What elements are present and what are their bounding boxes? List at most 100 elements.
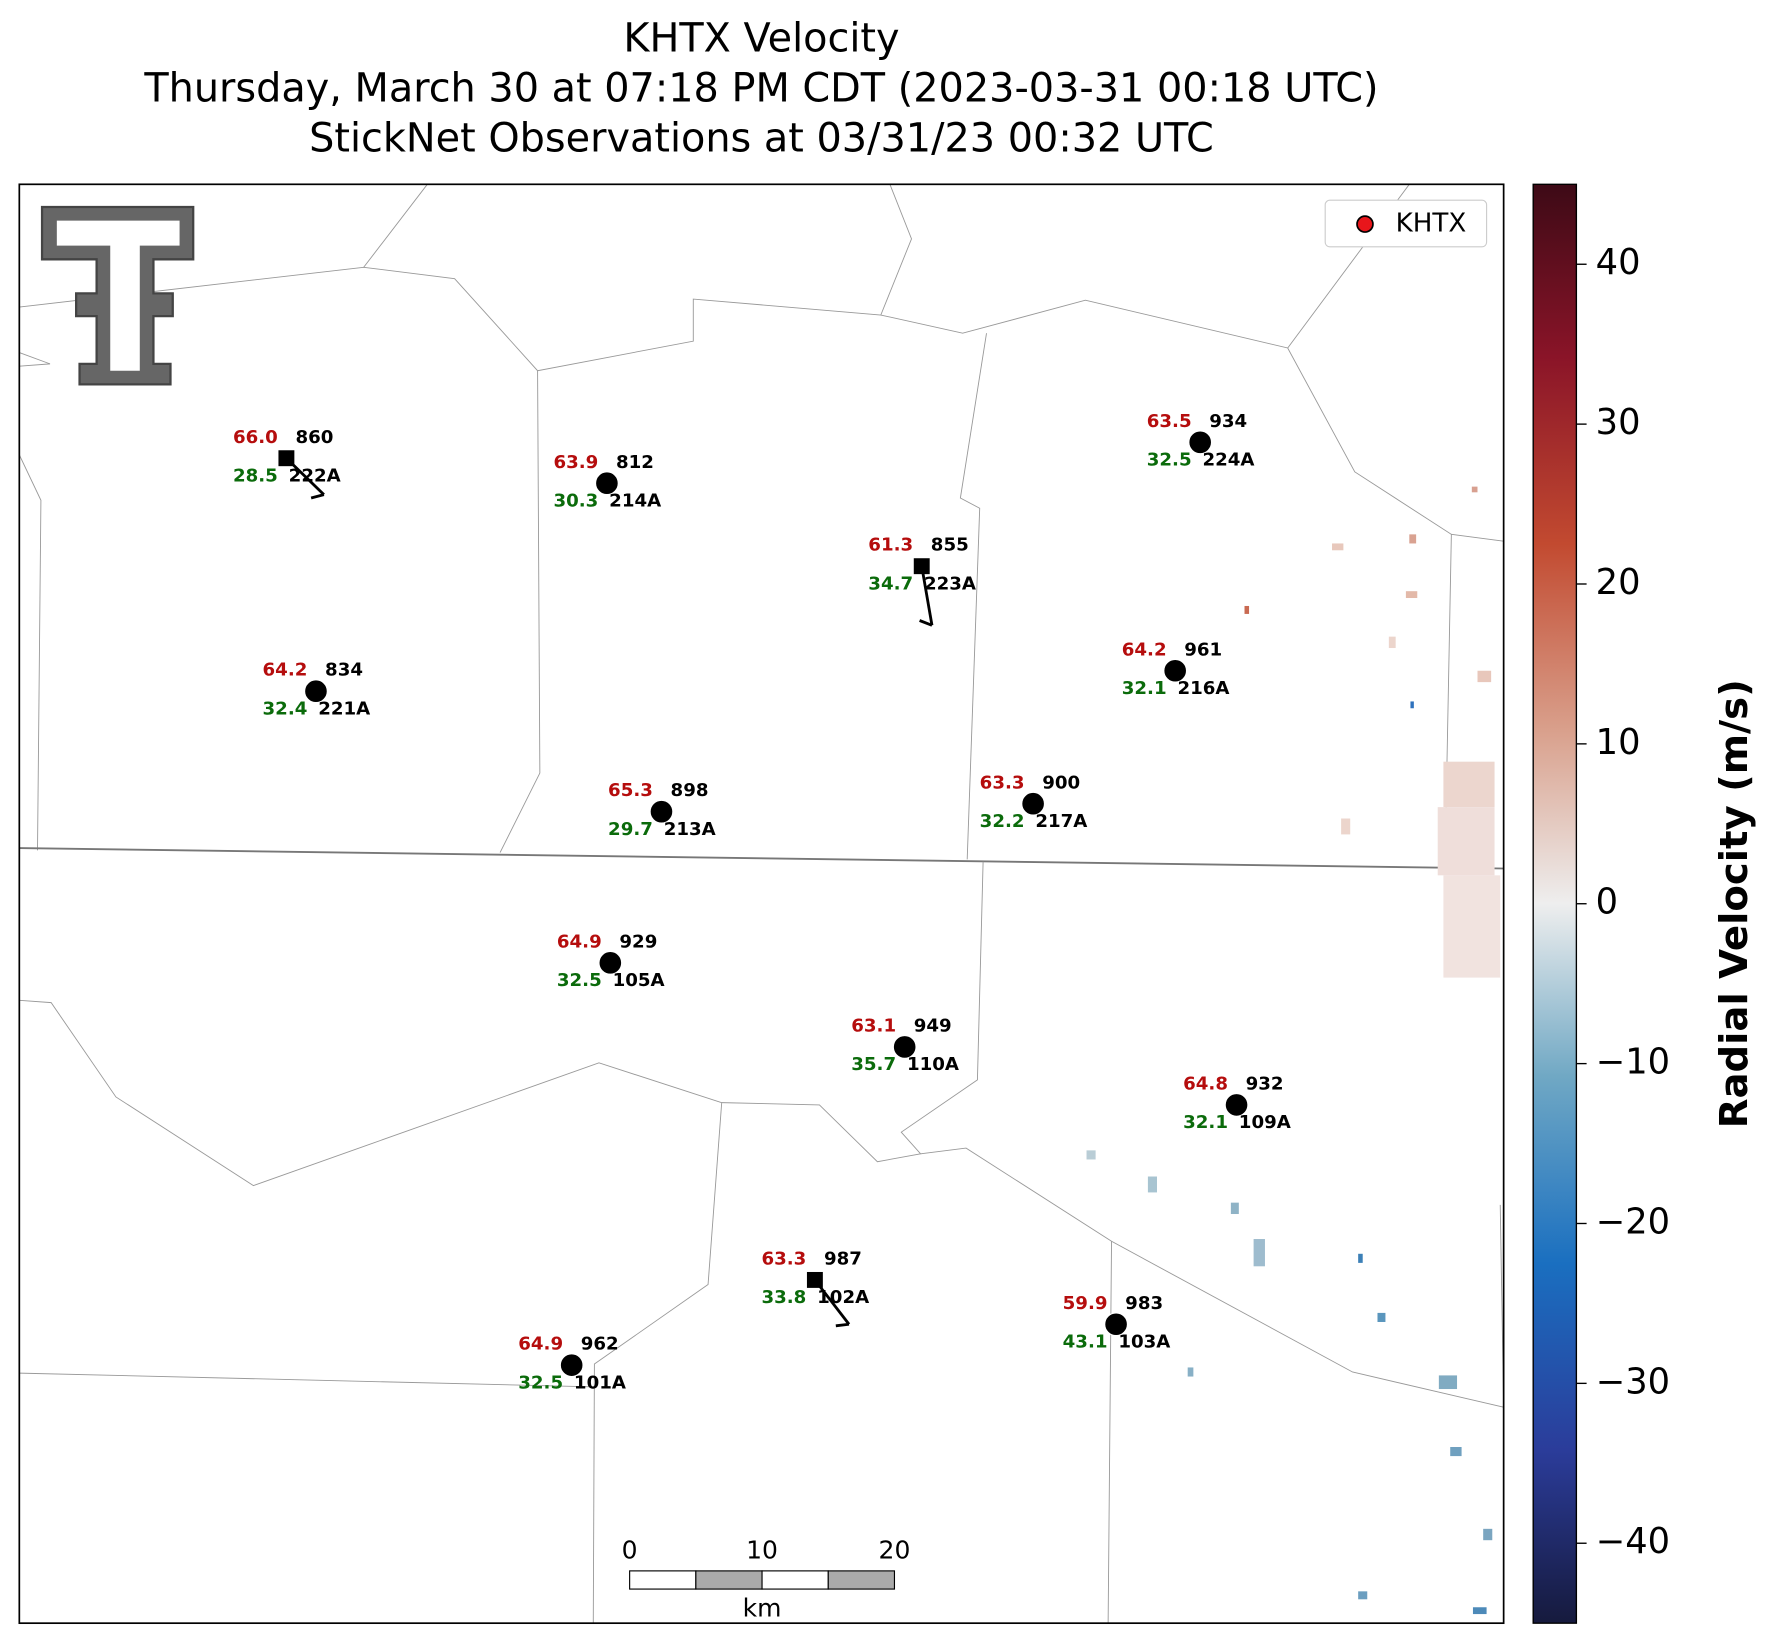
- station-id: 102A: [817, 1287, 869, 1308]
- scale-tick-label: 0: [622, 1536, 638, 1565]
- dewpoint: 29.7: [608, 819, 653, 840]
- station-marker: [913, 558, 930, 575]
- legend-marker: [1356, 215, 1374, 233]
- border: [499, 333, 987, 860]
- title-line: KHTX Velocity: [623, 16, 899, 62]
- border: [920, 1147, 1504, 1408]
- wind-barb: [835, 1322, 850, 1328]
- pressure: 900: [1042, 772, 1080, 793]
- dewpoint: 32.4: [263, 698, 308, 719]
- station-marker: [304, 679, 328, 704]
- station-id: 224A: [1202, 449, 1254, 470]
- station-id: 109A: [1239, 1112, 1291, 1133]
- pressure: 834: [325, 660, 363, 681]
- wind-barb: [920, 565, 934, 626]
- station-marker: [1188, 430, 1213, 455]
- border: [363, 184, 1410, 349]
- dewpoint: 34.7: [868, 573, 913, 594]
- station-id: 216A: [1177, 678, 1229, 699]
- station-marker: [649, 799, 674, 824]
- station-marker: [278, 450, 295, 467]
- pressure: 812: [616, 452, 654, 473]
- colorbar-tick-label: −30: [1596, 1361, 1670, 1402]
- colorbar-tick-label: 40: [1596, 242, 1641, 283]
- colorbar-label: Radial Velocity (m/s): [1712, 679, 1757, 1128]
- station-marker: [598, 950, 623, 975]
- legend-label: KHTX: [1396, 209, 1467, 239]
- station-id: 217A: [1035, 811, 1087, 832]
- station-marker: [1224, 1092, 1249, 1117]
- dewpoint: 32.5: [1147, 449, 1192, 470]
- temperature: 63.1: [851, 1015, 896, 1036]
- station-id: 222A: [289, 465, 341, 486]
- border: [19, 352, 51, 851]
- temperature: 63.3: [980, 772, 1025, 793]
- station-marker: [1163, 658, 1188, 683]
- dewpoint: 32.1: [1122, 678, 1167, 699]
- temperature: 64.9: [518, 1334, 563, 1355]
- temperature: 64.8: [1183, 1073, 1228, 1094]
- scale-bar: 0 10 20 km: [622, 1536, 911, 1623]
- temperature: 65.3: [608, 780, 653, 801]
- dewpoint: 28.5: [233, 465, 278, 486]
- border: [19, 266, 1504, 542]
- title-line: StickNet Observations at 03/31/23 00:32 …: [309, 116, 1214, 162]
- colorbar-tick-label: −20: [1596, 1201, 1670, 1242]
- station-marker: [1021, 791, 1046, 816]
- stations: 66.0 860 28.5 222A 63.9 812 30.3 214A 61.3 855 34.…: [233, 411, 1291, 1394]
- temperature: 59.9: [1063, 1293, 1108, 1314]
- temperature: 63.9: [553, 452, 598, 473]
- scale-segment: [695, 1570, 763, 1590]
- station-marker: [892, 1035, 917, 1059]
- wind-barb: [310, 493, 325, 500]
- dewpoint: 32.2: [980, 811, 1025, 832]
- dewpoint: 32.5: [518, 1372, 563, 1393]
- station-id: 221A: [318, 698, 370, 719]
- temperature: 66.0: [233, 427, 278, 448]
- temperature: 63.3: [761, 1248, 806, 1269]
- dewpoint: 30.3: [553, 490, 598, 511]
- logo: [40, 205, 195, 386]
- pressure: 949: [914, 1015, 952, 1036]
- temperature: 61.3: [868, 535, 913, 556]
- colorbar-tick-label: 20: [1596, 562, 1641, 603]
- pressure: 934: [1209, 411, 1247, 432]
- dewpoint: 32.1: [1183, 1112, 1228, 1133]
- station-id: 101A: [574, 1372, 626, 1393]
- colorbar-tick-label: 10: [1596, 722, 1641, 763]
- colorbar-tick-label: 30: [1596, 402, 1641, 443]
- legend: KHTX: [1324, 199, 1488, 248]
- dewpoint: 32.5: [557, 970, 602, 991]
- scale-segment: [827, 1570, 896, 1590]
- scale-tick-label: 10: [746, 1536, 778, 1565]
- pressure: 987: [824, 1248, 862, 1269]
- temperature: 64.9: [557, 931, 602, 952]
- station-marker: [594, 471, 619, 496]
- temperature: 63.5: [1147, 411, 1192, 432]
- station-marker: [1104, 1312, 1129, 1337]
- station-id: 214A: [609, 490, 661, 511]
- map: [19, 184, 1504, 1624]
- pressure: 929: [619, 931, 657, 952]
- colorbar-ticks: −40 −30 −20 −10 0 10 20 30 40: [1576, 242, 1670, 1562]
- map-frame: [18, 183, 1505, 1625]
- scale-segment: [629, 1570, 697, 1590]
- title-line: Thursday, March 30 at 07:18 PM CDT (2023…: [143, 66, 1378, 112]
- station-id: 110A: [907, 1054, 959, 1075]
- legend-box: [1324, 199, 1488, 248]
- station-id: 213A: [664, 819, 716, 840]
- scale-unit: km: [743, 1594, 782, 1623]
- dewpoint: 35.7: [851, 1054, 896, 1075]
- temperature: 64.2: [263, 660, 308, 681]
- pressure: 961: [1184, 639, 1222, 660]
- station-marker: [806, 1271, 823, 1288]
- pressure: 860: [295, 427, 333, 448]
- scale-tick-label: 20: [879, 1536, 911, 1565]
- state-border: [19, 847, 1504, 870]
- dewpoint: 43.1: [1063, 1331, 1108, 1352]
- station-id: 103A: [1118, 1331, 1170, 1352]
- colorbar-tick-label: −10: [1596, 1042, 1670, 1083]
- border: [19, 1102, 1112, 1624]
- dewpoint: 33.8: [761, 1287, 806, 1308]
- colorbar-tick-label: −40: [1596, 1521, 1670, 1562]
